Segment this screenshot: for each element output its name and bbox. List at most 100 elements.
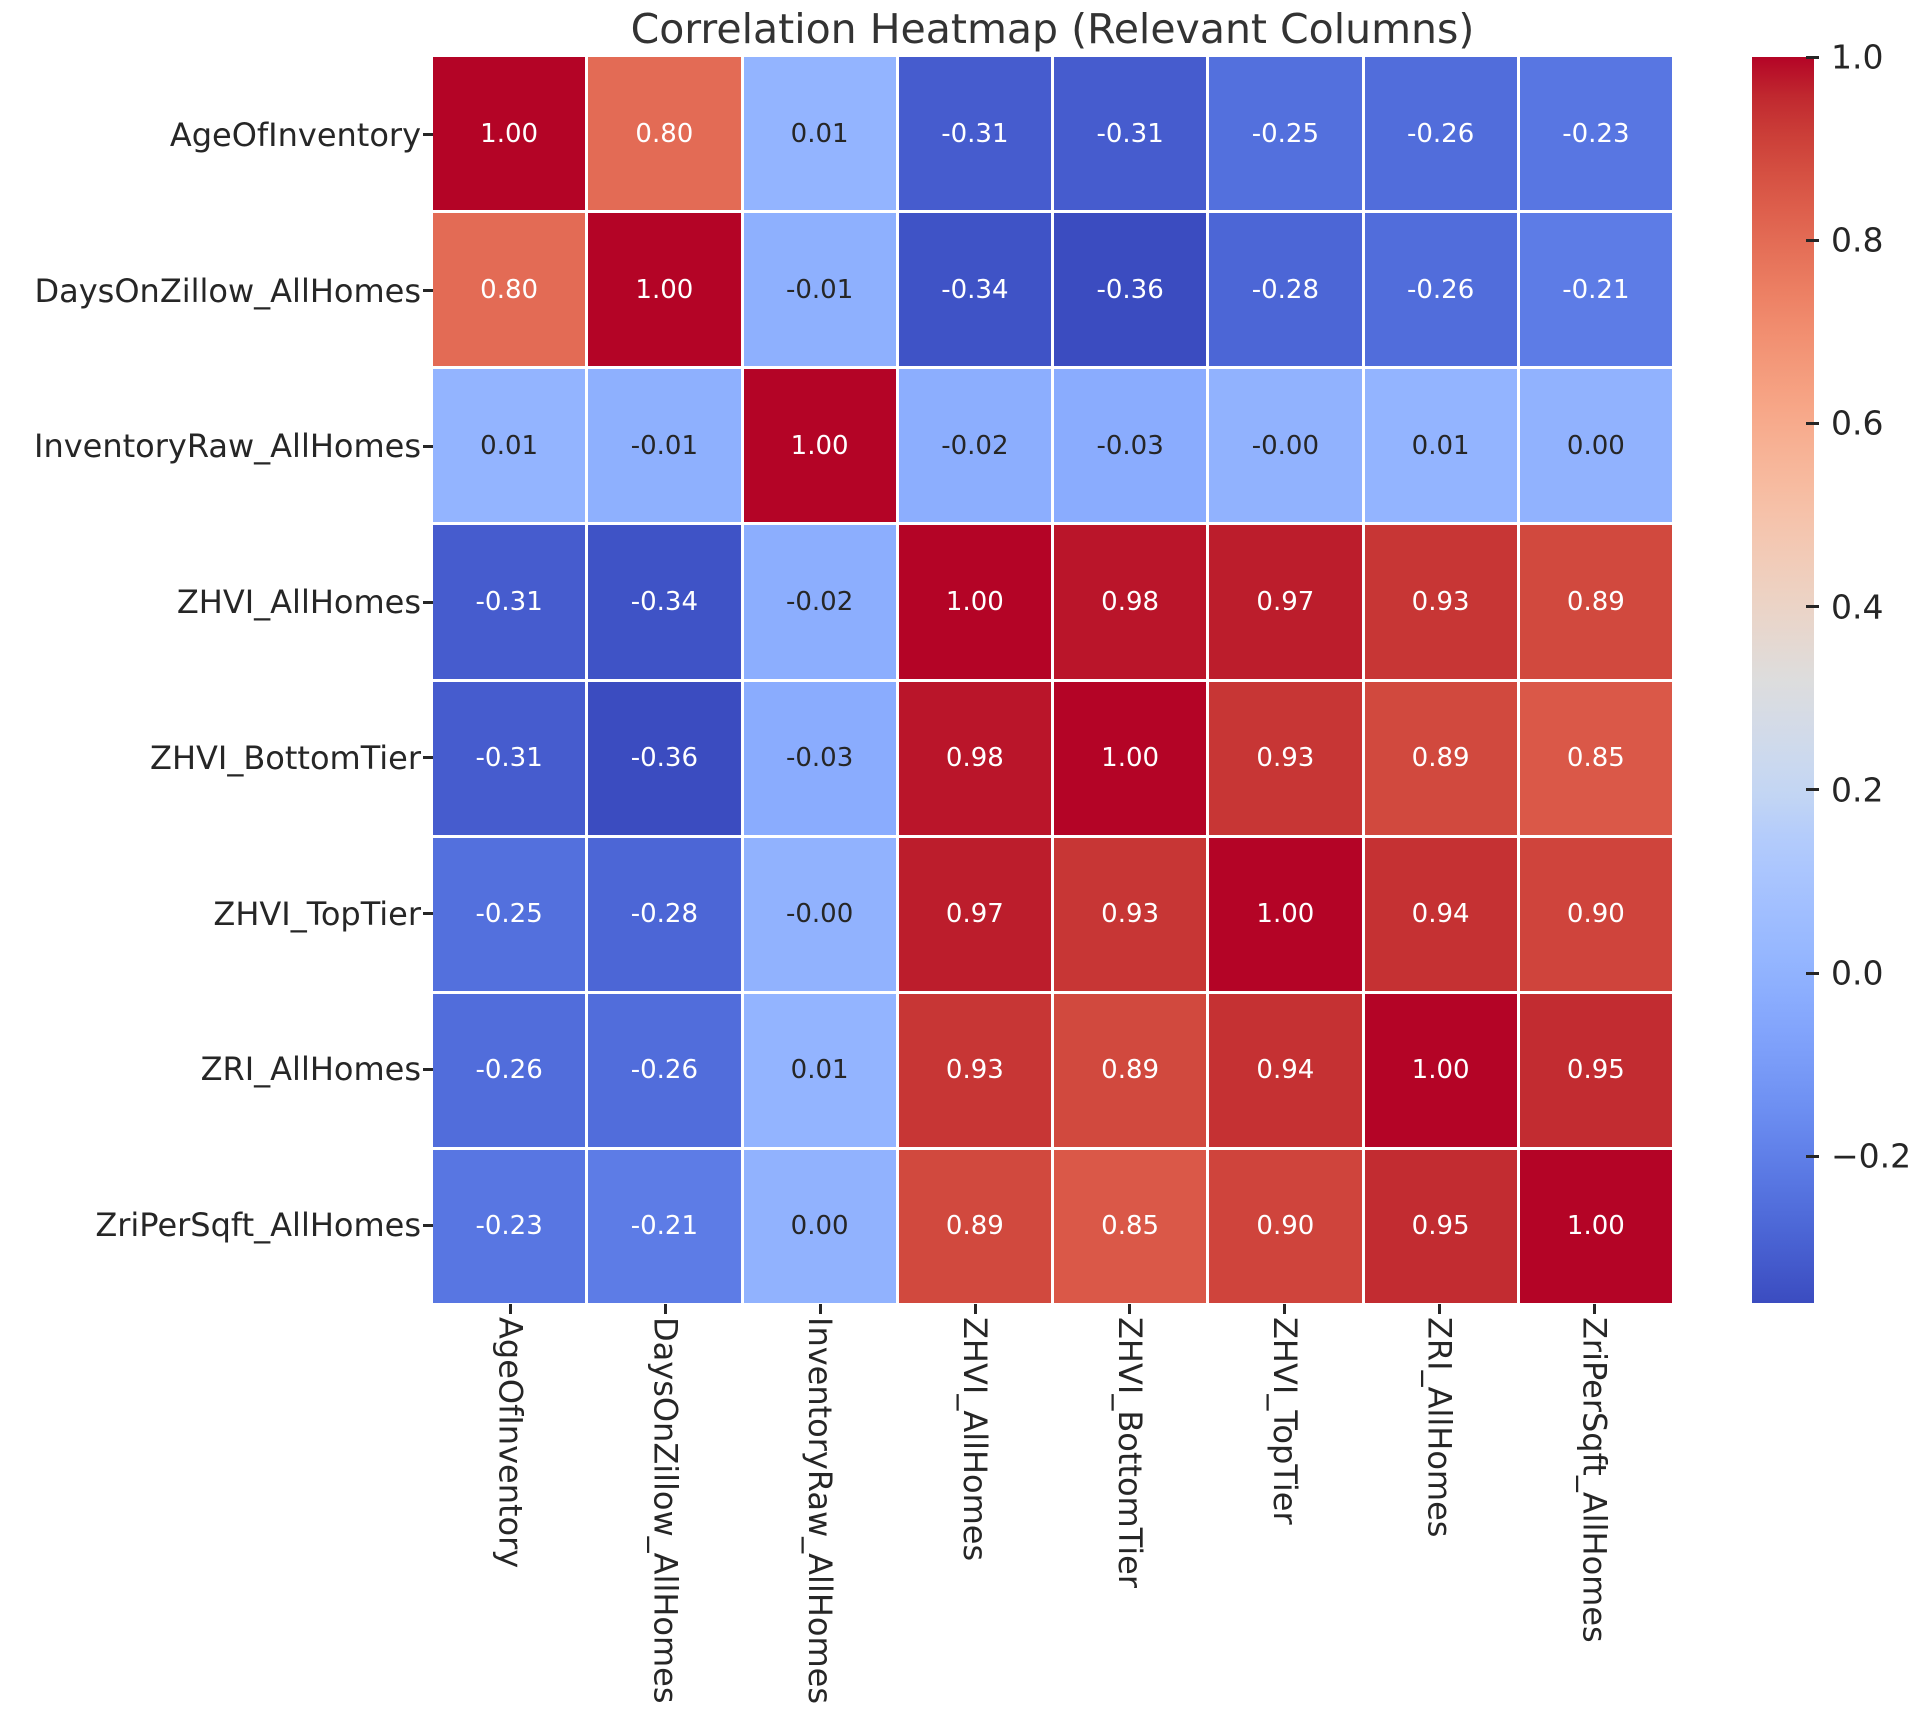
x-tick-label: DaysOnZillow_AllHomes [646, 1317, 685, 1704]
y-tick-mark [423, 133, 433, 137]
x-tick-label: ZHVI_TopTier [1265, 1317, 1304, 1525]
x-tick-label: AgeOfInventory [491, 1317, 530, 1569]
chart-title: Correlation Heatmap (Relevant Columns) [630, 5, 1475, 53]
heatmap-cell: 0.93 [898, 993, 1051, 1147]
heatmap-cell: 0.89 [898, 1149, 1051, 1303]
heatmap-cell: 0.94 [1364, 837, 1517, 991]
colorbar-tick-label: 0.8 [1831, 220, 1884, 260]
x-tick-mark [663, 1304, 667, 1314]
heatmap-cell: 0.01 [743, 57, 896, 211]
colorbar [1752, 57, 1814, 1303]
colorbar-tick-label: 0.6 [1831, 403, 1884, 443]
heatmap-cell: -0.23 [433, 1149, 586, 1303]
heatmap-grid: 1.00 0.80 0.01 -0.31 -0.31 -0.25 -0.26 -0.23 0.8… [433, 57, 1672, 1303]
heatmap-cell: 0.95 [1519, 993, 1672, 1147]
heatmap-cell: 0.89 [1054, 993, 1207, 1147]
x-tick-mark [1593, 1304, 1597, 1314]
heatmap-cell: 0.90 [1209, 1149, 1362, 1303]
colorbar-tick-mark [1806, 421, 1819, 425]
colorbar-tick-mark [1806, 238, 1819, 242]
heatmap-cell: 0.97 [1209, 525, 1362, 679]
y-tick-mark [423, 912, 433, 916]
heatmap-cell: 0.00 [1519, 369, 1672, 523]
y-tick-mark [423, 756, 433, 760]
heatmap-cell: -0.03 [743, 681, 896, 835]
x-tick-mark [818, 1304, 822, 1314]
heatmap-cell: 1.00 [433, 57, 586, 211]
heatmap-cell: 0.85 [1519, 681, 1672, 835]
heatmap-cell: -0.00 [743, 837, 896, 991]
heatmap-cell: -0.36 [1054, 213, 1207, 367]
colorbar-tick-label: −0.2 [1831, 1136, 1912, 1176]
heatmap-cell: -0.25 [433, 837, 586, 991]
heatmap-cell: 0.94 [1209, 993, 1362, 1147]
heatmap-cell: 0.00 [743, 1149, 896, 1303]
heatmap-cell: 0.01 [433, 369, 586, 523]
y-tick-label: ZRI_AllHomes [200, 1050, 421, 1089]
y-tick-mark [423, 444, 433, 448]
y-tick-label: DaysOnZillow_AllHomes [34, 271, 421, 310]
heatmap-cell: 0.85 [1054, 1149, 1207, 1303]
heatmap-cell: 1.00 [1364, 993, 1517, 1147]
colorbar-tick-mark [1806, 605, 1819, 609]
heatmap-cell: -0.21 [1519, 213, 1672, 367]
heatmap-cell: -0.26 [588, 993, 741, 1147]
heatmap-cell: -0.28 [1209, 213, 1362, 367]
y-tick-mark [423, 289, 433, 293]
y-tick-label: ZHVI_AllHomes [176, 583, 421, 622]
heatmap-cell: 0.97 [898, 837, 1051, 991]
x-tick-mark [1283, 1304, 1287, 1314]
heatmap-cell: 0.93 [1364, 525, 1517, 679]
heatmap-cell: -0.25 [1209, 57, 1362, 211]
heatmap-cell: -0.01 [743, 213, 896, 367]
heatmap-cell: -0.31 [898, 57, 1051, 211]
heatmap-cell: -0.23 [1519, 57, 1672, 211]
y-tick-label: ZriPerSqft_AllHomes [95, 1206, 421, 1245]
heatmap-cell: 1.00 [898, 525, 1051, 679]
colorbar-tick-label: 0.4 [1831, 587, 1884, 627]
heatmap-cell: 1.00 [1519, 1149, 1672, 1303]
heatmap-cell: 0.98 [898, 681, 1051, 835]
y-tick-label: AgeOfInventory [169, 115, 421, 154]
heatmap-cell: 1.00 [1054, 681, 1207, 835]
x-tick-label: InventoryRaw_AllHomes [801, 1317, 840, 1704]
y-tick-label: ZHVI_TopTier [213, 894, 421, 933]
heatmap-cell: 0.95 [1364, 1149, 1517, 1303]
heatmap-cell: -0.28 [588, 837, 741, 991]
colorbar-tick-label: 1.0 [1831, 37, 1884, 77]
x-tick-mark [1128, 1304, 1132, 1314]
heatmap-cell: 1.00 [1209, 837, 1362, 991]
x-tick-label: ZRI_AllHomes [1420, 1317, 1459, 1538]
y-tick-mark [423, 1223, 433, 1227]
heatmap-cell: 1.00 [743, 369, 896, 523]
heatmap-cell: -0.03 [1054, 369, 1207, 523]
x-tick-mark [508, 1304, 512, 1314]
y-tick-label: ZHVI_BottomTier [150, 738, 421, 777]
heatmap-cell: 0.01 [1364, 369, 1517, 523]
colorbar-tick-label: 0.0 [1831, 953, 1884, 993]
x-tick-label: ZHVI_BottomTier [1110, 1317, 1149, 1588]
heatmap-cell: 0.89 [1364, 681, 1517, 835]
heatmap-cell: -0.34 [898, 213, 1051, 367]
heatmap-cell: -0.00 [1209, 369, 1362, 523]
heatmap-cell: 0.01 [743, 993, 896, 1147]
heatmap-cell: 1.00 [588, 213, 741, 367]
heatmap-cell: 0.98 [1054, 525, 1207, 679]
heatmap-cell: -0.01 [588, 369, 741, 523]
colorbar-tick-label: 0.2 [1831, 770, 1884, 810]
heatmap-cell: -0.26 [433, 993, 586, 1147]
heatmap-cell: 0.90 [1519, 837, 1672, 991]
colorbar-tick-mark [1806, 788, 1819, 792]
heatmap-cell: 0.93 [1209, 681, 1362, 835]
heatmap-cell: -0.31 [433, 525, 586, 679]
colorbar-tick-mark [1806, 971, 1819, 975]
colorbar-tick-mark [1806, 1154, 1819, 1158]
heatmap-cell: 0.80 [433, 213, 586, 367]
colorbar-tick-mark [1806, 55, 1819, 59]
heatmap-cell: -0.36 [588, 681, 741, 835]
heatmap-cell: 0.93 [1054, 837, 1207, 991]
heatmap-cell: 0.80 [588, 57, 741, 211]
heatmap-cell: -0.26 [1364, 57, 1517, 211]
x-tick-mark [1438, 1304, 1442, 1314]
heatmap-cell: -0.34 [588, 525, 741, 679]
